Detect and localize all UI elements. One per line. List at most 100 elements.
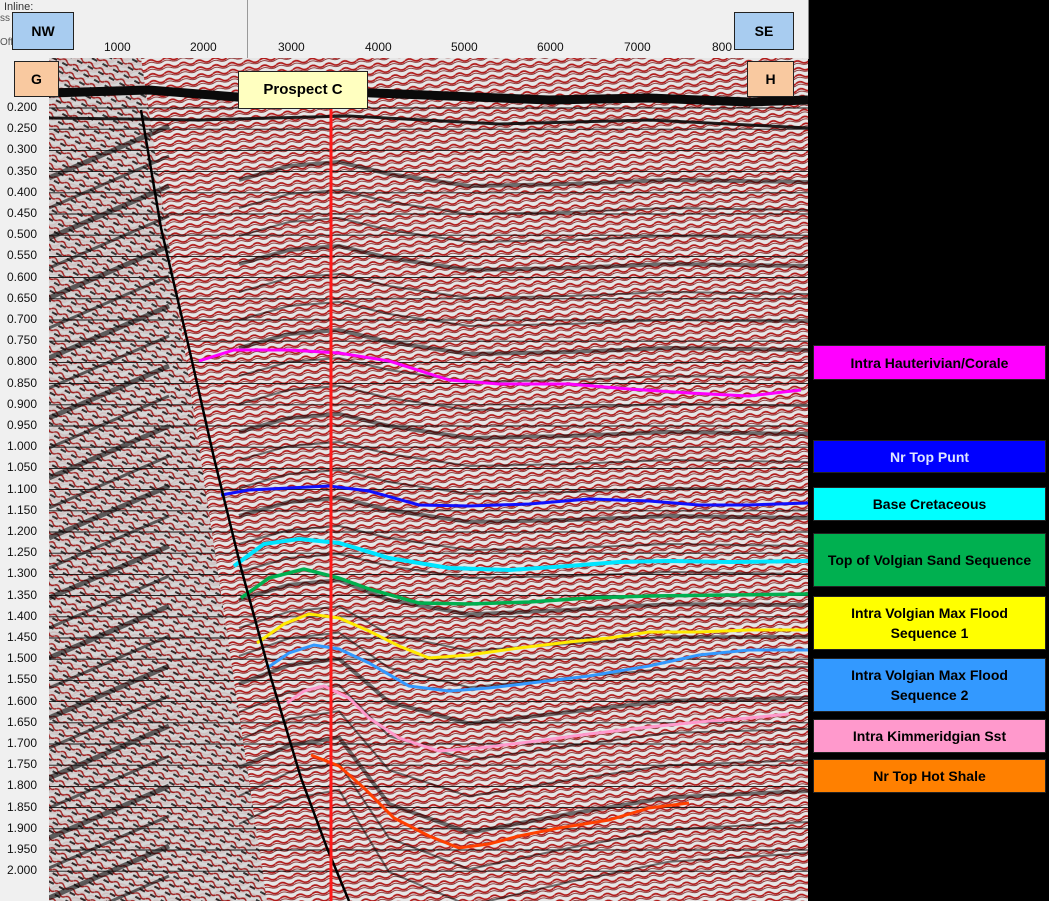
seismic-reflector <box>49 114 808 130</box>
time-label: 1.600 <box>7 693 38 708</box>
time-label: 1.400 <box>7 608 38 623</box>
seismic-reflector <box>238 440 808 468</box>
seismic-reflector <box>238 762 808 871</box>
time-label: 0.500 <box>7 227 38 242</box>
seismic-reflector <box>49 483 170 541</box>
time-label: 0.750 <box>7 333 38 348</box>
legend-intra-kimmeridgian: Intra Kimmeridgian Sst <box>813 719 1046 753</box>
time-label: 1.800 <box>7 778 38 793</box>
trace-label: 2000 <box>190 40 217 54</box>
time-label: 0.900 <box>7 396 38 411</box>
time-label: 1.050 <box>7 460 38 475</box>
seismic-reflector <box>49 603 170 661</box>
trace-label: 5000 <box>451 40 478 54</box>
nw-direction-tag: NW <box>12 12 74 50</box>
time-label: 1.000 <box>7 439 38 454</box>
time-label: 0.700 <box>7 312 38 326</box>
seismic-reflector <box>49 843 170 901</box>
seismic-reflector <box>49 514 170 570</box>
seismic-reflector <box>49 85 808 107</box>
legend-base-cretaceous: Base Cretaceous <box>813 487 1046 521</box>
time-label: 0.350 <box>7 163 38 178</box>
time-label: 1.900 <box>7 820 38 835</box>
seismic-reflector <box>49 663 170 721</box>
time-label: 0.850 <box>7 375 38 390</box>
time-label: 1.100 <box>7 481 38 496</box>
seismic-reflector <box>238 631 808 689</box>
line-end-h-tag: H <box>747 61 794 97</box>
seismic-reflector <box>238 327 808 357</box>
time-label: 1.450 <box>7 630 38 644</box>
trace-label: 7000 <box>624 40 651 54</box>
horizon-intra-hauterivian <box>198 348 802 398</box>
legend-intra-hauterivian: Intra Hauterivian/Corale <box>813 345 1046 380</box>
time-label: 0.600 <box>7 269 38 284</box>
time-label: 1.750 <box>7 757 38 772</box>
seismic-reflector <box>49 243 170 301</box>
horizon-nr-top-hot-shale <box>310 753 690 850</box>
horizon-base-cretaceous <box>232 536 808 573</box>
time-label: 2.000 <box>7 863 38 878</box>
trace-label: 3000 <box>278 40 305 54</box>
time-label: 0.200 <box>7 100 38 114</box>
legend-intra-volgian-mfs1: Intra Volgian Max Flood Sequence 1 <box>813 596 1046 650</box>
seismic-reflector <box>49 634 170 690</box>
horizon-group <box>198 348 808 850</box>
time-label: 0.300 <box>7 142 38 157</box>
time-label: 1.700 <box>7 736 38 750</box>
seismic-reflector <box>238 159 808 189</box>
line-end-g-tag: G <box>14 61 59 97</box>
trace-ruler: Inline: ss Offset 1000 2000 3000 4000 50… <box>0 0 809 59</box>
seismic-reflector <box>238 552 808 580</box>
time-label: 1.650 <box>7 714 38 729</box>
horizon-nr-top-punt <box>220 484 808 508</box>
time-label: 1.850 <box>7 799 38 814</box>
seismic-reflector <box>238 524 808 552</box>
time-label: 1.950 <box>7 842 38 856</box>
trace-label: 800 <box>712 40 733 54</box>
horizon-intra-kimmeridgian <box>286 684 790 753</box>
seismic-reflector <box>49 574 170 630</box>
time-label: 0.400 <box>7 184 38 199</box>
seismic-reflector <box>49 754 170 810</box>
time-label: 1.150 <box>7 502 38 517</box>
seismic-reflector <box>49 454 170 510</box>
seismic-reflector <box>49 183 170 241</box>
seismic-reflector <box>49 123 170 181</box>
time-label: 0.550 <box>7 248 38 263</box>
legend-intra-volgian-mfs2: Intra Volgian Max Flood Sequence 2 <box>813 658 1046 712</box>
seismic-reflector <box>238 578 808 617</box>
seismic-reflector <box>107 874 170 901</box>
seismic-reflector <box>49 303 170 361</box>
time-label: 1.300 <box>7 566 38 581</box>
seismic-reflector <box>49 423 170 481</box>
se-direction-tag: SE <box>734 12 794 50</box>
time-label: 0.450 <box>7 206 38 220</box>
seismic-reflector <box>49 694 170 750</box>
time-ruler: 0.200 0.250 0.300 0.350 0.400 0.450 0.500 0.550… <box>0 58 50 901</box>
seismic-reflector <box>238 411 808 441</box>
time-label: 1.200 <box>7 524 38 538</box>
seismic-reflector <box>238 243 808 273</box>
seismic-reflector <box>49 214 170 270</box>
legend-top-volgian-sand: Top of Volgian Sand Sequence <box>813 533 1046 587</box>
seismic-section[interactable] <box>49 58 808 901</box>
seismic-reflector <box>49 783 170 841</box>
legend-nr-top-hot-shale: Nr Top Hot Shale <box>813 759 1046 793</box>
seismic-reflector <box>49 543 170 601</box>
seismic-reflector <box>49 814 170 870</box>
seismic-reflector <box>238 710 808 798</box>
xss-label: ss <box>0 13 10 24</box>
seismic-reflector <box>238 188 808 216</box>
prospect-c-label: Prospect C <box>238 71 368 109</box>
seismic-reflector <box>238 495 808 525</box>
seismic-reflector <box>238 468 808 496</box>
time-label: 1.550 <box>7 672 38 687</box>
footwall-block <box>49 58 267 901</box>
seismic-reflector <box>238 356 808 384</box>
trace-label: 6000 <box>537 40 564 54</box>
seismic-reflector <box>238 788 808 901</box>
ruler-divider <box>247 0 248 58</box>
legend-nr-top-punt: Nr Top Punt <box>813 440 1046 473</box>
trace-label: 4000 <box>365 40 392 54</box>
